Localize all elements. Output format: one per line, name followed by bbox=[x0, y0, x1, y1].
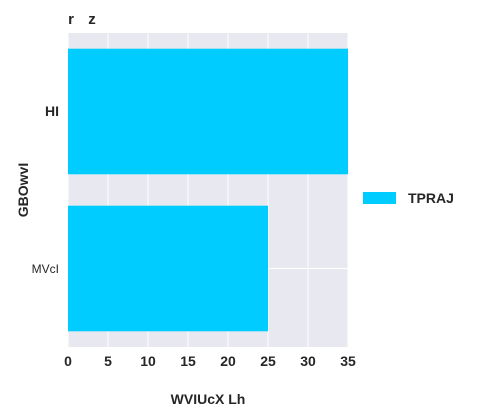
x-tick-label: 35 bbox=[340, 353, 356, 369]
y-axis-title: GBOwvI bbox=[15, 163, 31, 217]
y-tick-labels: HI MVcI bbox=[32, 103, 59, 276]
bars bbox=[68, 48, 348, 332]
legend: TPRAJ bbox=[363, 190, 454, 206]
bar-hi bbox=[68, 48, 348, 175]
legend-swatch bbox=[363, 192, 396, 204]
x-tick-label: 30 bbox=[300, 353, 316, 369]
x-tick-label: 10 bbox=[140, 353, 156, 369]
x-tick-label: 25 bbox=[260, 353, 276, 369]
legend-label: TPRAJ bbox=[408, 190, 454, 206]
x-axis-title: WVIUcX Lh bbox=[171, 391, 246, 407]
y-tick-label: HI bbox=[45, 103, 59, 119]
x-tick-label: 5 bbox=[104, 353, 112, 369]
x-tick-labels: 0 5 10 15 20 25 30 35 bbox=[64, 353, 356, 369]
x-tick-label: 20 bbox=[220, 353, 236, 369]
bar-mvci bbox=[68, 205, 268, 332]
top-label: z bbox=[88, 11, 96, 28]
top-label: r bbox=[68, 11, 74, 28]
y-tick-label: MVcI bbox=[32, 262, 59, 276]
x-tick-label: 0 bbox=[64, 353, 72, 369]
x-tick-label: 15 bbox=[180, 353, 196, 369]
